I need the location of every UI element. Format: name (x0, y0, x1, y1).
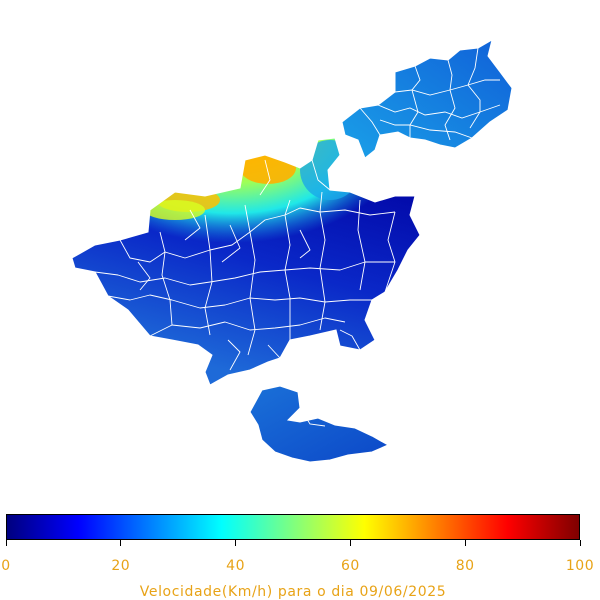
municipality-borders-main (94, 159, 396, 371)
colorbar-tick-label: 60 (340, 558, 360, 574)
colorbar-tick (464, 540, 466, 546)
colorbar-tick-label: 40 (226, 558, 246, 574)
northeast-region (341, 38, 513, 159)
wind-speed-map (71, 38, 513, 463)
colorbar-tick (349, 540, 351, 546)
south-region (249, 385, 390, 463)
colorbar-tick-label: 20 (111, 558, 131, 574)
colorbar (6, 514, 580, 540)
colorbar-tick (235, 540, 237, 546)
colorbar-tick (579, 540, 581, 546)
colorbar-tick-label: 100 (565, 558, 595, 574)
colorbar-tick-label: 80 (455, 558, 475, 574)
colorbar-tick (120, 540, 122, 546)
legend-caption: Velocidade(Km/h) para o dia 09/06/2025 (139, 584, 447, 600)
main-region (72, 138, 420, 385)
colorbar-tick-label: 0 (1, 558, 11, 574)
colorbar-tick (5, 540, 7, 546)
